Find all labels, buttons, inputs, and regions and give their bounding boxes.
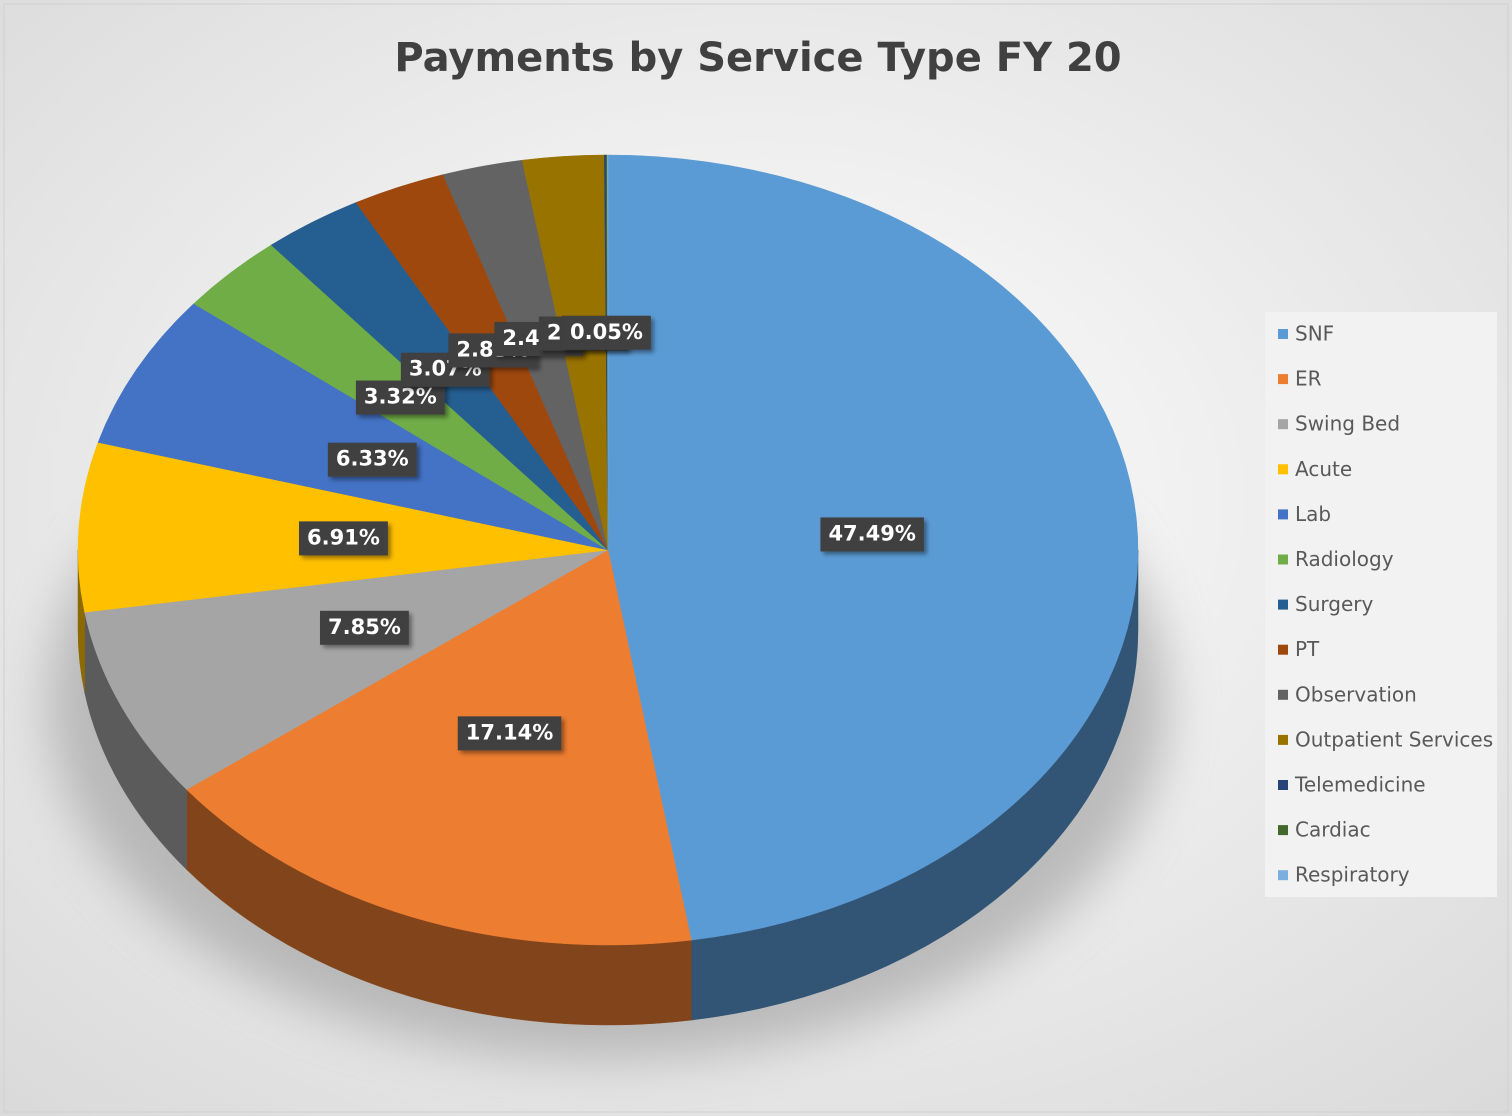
legend-swatch [1278,599,1288,610]
legend-label: ER [1295,367,1322,391]
data-label: 6.33% [336,447,409,471]
legend-label: SNF [1295,322,1334,346]
legend-box [1265,312,1497,897]
data-label: 0.05% [570,320,643,344]
legend-label: PT [1295,637,1320,661]
legend-label: Respiratory [1295,863,1410,887]
legend-swatch [1278,329,1288,339]
pie-slice [97,303,609,551]
legend-label: Surgery [1295,592,1373,616]
legend-swatch [1278,689,1288,700]
legend-label: Lab [1295,502,1331,526]
legend-swatch [1278,374,1288,385]
data-label-box [327,442,417,477]
legend-swatch [1278,780,1288,790]
legend-label: Outpatient Services [1295,727,1493,751]
data-label: 7.85% [328,615,401,639]
pie-slice [186,549,692,946]
legend-swatch [1278,870,1288,881]
data-label-box [320,610,409,645]
legend-label: Telemedicine [1294,773,1426,797]
legend-label: Radiology [1295,547,1394,571]
data-label: 17.14% [466,720,553,744]
data-label: 6.91% [307,525,380,549]
data-label-box [457,716,562,751]
legend: SNF ER Swing Bed Acute Lab Radiology Surgery PT… [1278,322,1493,887]
legend-swatch [1278,464,1288,475]
legend-label: Acute [1295,457,1352,481]
legend-swatch [1278,644,1288,655]
legend-swatch [1278,734,1288,745]
legend-label: Observation [1295,682,1417,706]
pie-slice [84,549,609,790]
data-label: 47.49% [828,521,915,545]
legend-swatch [1278,509,1288,520]
chart-title: Payments by Service Type FY 20 [394,35,1121,81]
data-label: 3.32% [364,385,437,409]
legend-label: Cardiac [1295,818,1371,842]
legend-swatch [1278,825,1288,836]
legend-swatch [1278,554,1288,565]
pie-slice [607,154,609,551]
data-label-box [299,521,388,556]
chart-border [3,3,1509,1113]
legend-label: Swing Bed [1295,412,1400,436]
data-labels: 47.49%17.14%7.85%6.91%6.33%3.32%3.07%2.8… [299,315,924,751]
pie-tops [77,154,1139,946]
data-label-box [820,517,924,552]
data-label-box [562,315,651,350]
legend-swatch [1278,419,1288,430]
